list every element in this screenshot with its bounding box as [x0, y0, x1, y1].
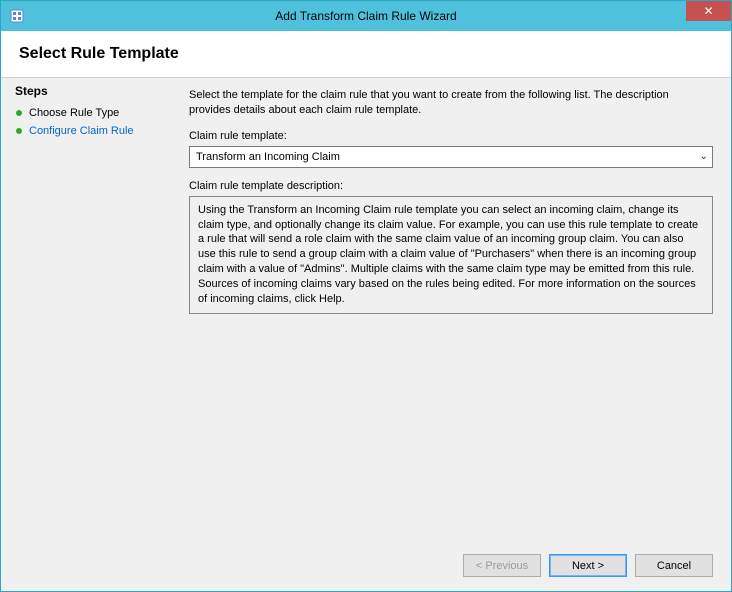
template-description: Using the Transform an Incoming Claim ru… — [189, 196, 713, 314]
claim-rule-template-select[interactable]: Transform an Incoming Claim ⌄ — [189, 146, 713, 168]
next-button[interactable]: Next > — [549, 554, 627, 577]
titlebar: Add Transform Claim Rule Wizard ✕ — [1, 1, 731, 31]
main-panel: Select the template for the claim rule t… — [179, 78, 731, 544]
page-title: Select Rule Template — [19, 45, 713, 63]
window-title: Add Transform Claim Rule Wizard — [1, 9, 731, 23]
intro-text: Select the template for the claim rule t… — [189, 88, 713, 118]
steps-sidebar: Steps Choose Rule Type Configure Claim R… — [1, 78, 179, 544]
cancel-button[interactable]: Cancel — [635, 554, 713, 577]
steps-heading: Steps — [15, 84, 169, 98]
app-icon — [9, 8, 25, 24]
close-icon: ✕ — [703, 4, 713, 18]
description-label: Claim rule template description: — [189, 180, 713, 192]
wizard-body: Steps Choose Rule Type Configure Claim R… — [1, 78, 731, 544]
button-label: Cancel — [657, 560, 691, 572]
wizard-buttons: < Previous Next > Cancel — [1, 544, 731, 591]
wizard-window: Add Transform Claim Rule Wizard ✕ Select… — [0, 0, 732, 592]
step-bullet-icon — [15, 127, 23, 135]
step-configure-claim-rule[interactable]: Configure Claim Rule — [15, 122, 169, 140]
step-label: Configure Claim Rule — [29, 125, 134, 137]
step-bullet-icon — [15, 109, 23, 117]
close-button[interactable]: ✕ — [686, 1, 731, 21]
step-choose-rule-type[interactable]: Choose Rule Type — [15, 104, 169, 122]
spacer — [189, 314, 713, 534]
combo-value: Transform an Incoming Claim — [196, 151, 340, 163]
template-label: Claim rule template: — [189, 130, 713, 142]
button-label: < Previous — [476, 560, 528, 572]
page-header: Select Rule Template — [1, 31, 731, 78]
step-label: Choose Rule Type — [29, 107, 119, 119]
previous-button: < Previous — [463, 554, 541, 577]
chevron-down-icon: ⌄ — [700, 151, 708, 162]
button-label: Next > — [572, 560, 604, 572]
